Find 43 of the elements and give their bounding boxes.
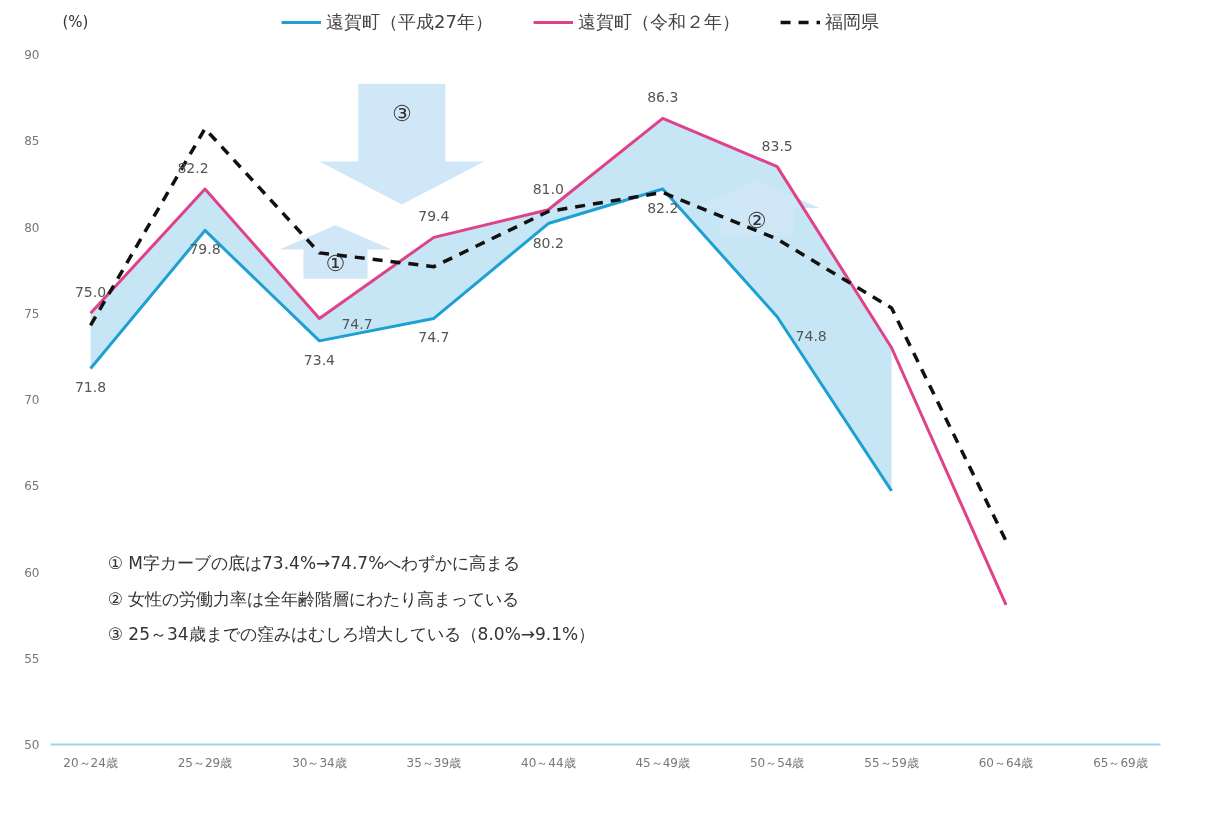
legend-label: 遠賀町（平成27年） <box>326 10 493 34</box>
y-tick-label: 85 <box>24 134 40 149</box>
y-tick-label: 90 <box>24 48 40 62</box>
annotation: ① <box>325 250 346 276</box>
x-tick-label: 60～64歳 <box>978 755 1034 770</box>
data-label: 80.2 <box>532 234 564 251</box>
annotation: ② <box>746 207 767 233</box>
x-tick-label: 25～29歳 <box>177 755 233 770</box>
data-label: 73.4 <box>303 351 336 368</box>
data-label: 82.2 <box>177 160 209 177</box>
x-tick-label: 65～69歳 <box>1093 755 1148 770</box>
annotation: ② 女性の労働力率は全年齢階層にわたり高まっている <box>107 588 520 609</box>
y-tick-label: 75 <box>24 306 40 321</box>
x-tick-label: 40～44歳 <box>521 755 576 770</box>
data-label: 75.0 <box>74 284 107 301</box>
y-tick-label: 55 <box>24 651 40 666</box>
y-tick-label: 60 <box>24 565 40 580</box>
annotation: ③ 25～34歳までの窪みはむしろ増大している（8.0%→9.1%） <box>107 624 596 645</box>
data-label: 74.7 <box>418 329 450 346</box>
x-tick-label: 50～54歳 <box>749 755 805 770</box>
x-tick-label: 55～59歳 <box>864 755 919 770</box>
data-label: 83.5 <box>761 137 793 154</box>
x-tick-label: 30～34歳 <box>292 755 347 770</box>
data-label: 86.3 <box>647 89 679 106</box>
y-axis-title: (%) <box>62 12 89 31</box>
data-label: 81.0 <box>532 180 564 197</box>
y-tick-label: 80 <box>24 220 40 235</box>
data-label: 79.8 <box>189 241 221 258</box>
data-label: 79.4 <box>418 208 450 225</box>
y-tick-label: 65 <box>24 479 40 494</box>
data-label: 74.8 <box>795 327 827 344</box>
data-label: 82.2 <box>647 200 679 217</box>
y-tick-label: 50 <box>24 738 40 752</box>
data-label: 71.8 <box>74 379 107 396</box>
annotation: ① M字カーブの底は73.4%→74.7%へわずかに高まる <box>107 553 521 574</box>
x-tick-label: 45～49歳 <box>635 755 690 770</box>
y-tick-label: 70 <box>24 393 40 407</box>
annotation: ③ <box>391 100 412 126</box>
x-tick-label: 35～39歳 <box>406 755 462 770</box>
data-label: 74.7 <box>341 316 373 333</box>
legend-label: 遠賀町（令和２年） <box>577 10 740 34</box>
legend-label: 福岡県 <box>824 10 879 34</box>
x-tick-label: 20～24歳 <box>63 755 118 770</box>
